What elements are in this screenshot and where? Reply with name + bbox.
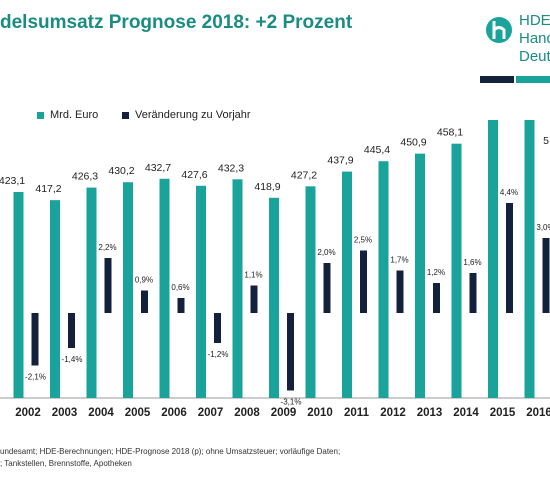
category-label: 2004 [88,407,114,419]
category-label: 2010 [307,407,333,419]
chart-title: delsumsatz Prognose 2018: +2 Prozent [0,12,353,33]
category-label: 2016 [526,407,550,419]
category-label: 2006 [161,407,187,419]
revenue-bar [123,182,133,398]
category-label: 2015 [490,407,516,419]
revenue-value-label: 427,6 [181,169,207,181]
change-value-label: 0,9% [135,276,153,285]
change-value-label: 1,1% [244,271,262,280]
category-label: 2011 [344,407,370,419]
change-bar [323,263,331,313]
revenue-bar [378,161,389,398]
revenue-value-label: 426,3 [72,171,98,183]
change-value-label: 4,4% [500,188,518,197]
revenue-value-label: 450,9 [400,137,426,149]
change-bar [287,313,294,391]
legend-label-change: Veränderung zu Vorjahr [135,109,251,121]
category-label: 2012 [380,407,406,419]
category-label: 2003 [52,407,78,419]
change-bar [542,238,550,313]
revenue-value-label: 432,7 [145,162,171,174]
revenue-value-label: 427,2 [291,169,317,181]
revenue-bar [451,143,462,398]
category-label: 2009 [271,407,297,419]
revenue-bar [524,120,535,398]
revenue-bar [50,200,60,398]
category-label: 2008 [234,407,260,419]
legend-item-change: Veränderung zu Vorjahr [122,109,251,121]
change-value-label: 1,6% [463,258,481,267]
revenue-value-label: 445,4 [364,144,390,156]
legend-item-revenue: Mrd. Euro [37,109,98,121]
change-bar [104,258,112,313]
change-value-label: 2,5% [354,236,372,245]
revenue-value-label: 432,3 [218,162,244,174]
source-line-1: undesamt; HDE-Berechnungen; HDE-Prognose… [0,447,341,456]
change-bar [396,270,404,313]
revenue-bar [488,120,498,398]
change-bar [469,273,477,313]
change-value-label: 2,0% [317,248,335,257]
change-value-label: -3,1% [281,398,302,407]
hde-logo-icon [486,17,512,43]
change-value-label: 1,7% [390,256,408,265]
change-value-label: -1,2% [208,350,229,359]
revenue-value-label: 418,9 [254,181,280,193]
revenue-value-label: 458,1 [437,127,463,139]
change-bar [250,285,258,313]
header-accent-dark [480,76,514,83]
revenue-bar [196,185,206,398]
partial-value-label: 5 [543,135,549,147]
revenue-value-label: 437,9 [327,155,353,167]
logo-text-line1: HDE [519,12,550,29]
bar-chart: 423,1 -2,1% 2002 417,2 -1,4% 2003 426,3 2,2% 200… [0,120,550,419]
revenue-bar [269,197,279,398]
change-bar [506,203,513,313]
revenue-value-label: 423,1 [0,175,25,187]
revenue-bar [86,187,97,398]
change-bar [141,290,148,313]
category-label: 2007 [198,407,224,419]
change-bar [433,283,440,313]
change-bar [31,313,39,366]
revenue-bar [13,192,24,398]
change-bar [177,298,185,313]
header-accent-teal [516,76,550,83]
logo-text-line3: Deut [519,48,550,65]
change-value-label: 1,2% [427,268,445,277]
legend-swatch-change [122,111,129,119]
revenue-bar [159,178,170,398]
revenue-bar [415,153,425,398]
revenue-value-label: 430,2 [108,165,134,177]
category-label: 2005 [125,407,151,419]
change-bar [214,313,221,343]
change-value-label: -1,4% [62,355,83,364]
change-bar [68,313,75,348]
category-label: 2002 [15,407,41,419]
revenue-value-label: 417,2 [35,183,61,195]
change-value-label: 0,6% [171,283,189,292]
change-value-label: -2,1% [25,373,46,382]
change-value-label: 3,0% [536,223,550,232]
source-line-2: ; Tankstellen, Brennstoffe, Apotheken [0,459,132,468]
revenue-bar [232,179,243,398]
legend-label-revenue: Mrd. Euro [50,109,99,121]
legend-swatch-revenue [37,111,44,119]
logo-text-line2: Hand [519,30,550,47]
revenue-bar [305,186,316,398]
revenue-bar [342,171,352,398]
change-bar [360,250,367,313]
category-label: 2013 [417,407,443,419]
category-label: 2014 [453,407,479,419]
change-value-label: 2,2% [98,243,116,252]
